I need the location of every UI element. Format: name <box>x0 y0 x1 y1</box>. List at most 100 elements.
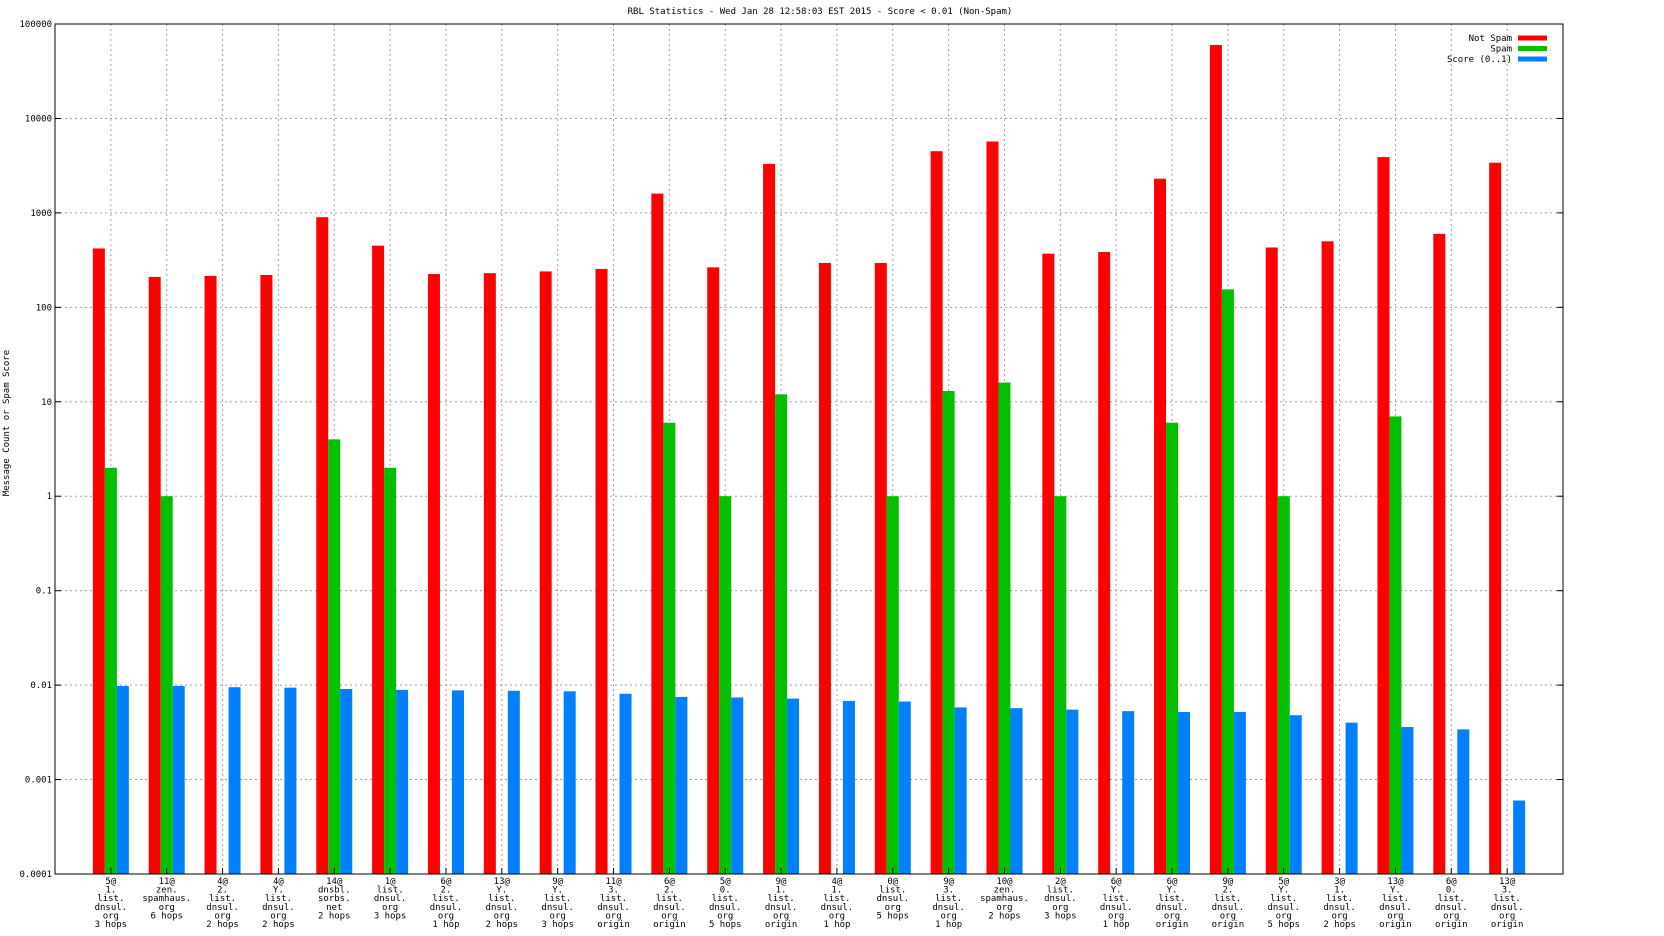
legend-label: Score (0..1) <box>1447 55 1512 65</box>
bar-score-0-1 <box>675 696 688 874</box>
x-tick-label: 9@ 1. list. dnsul. org origin <box>765 877 798 930</box>
bar-score-0-1 <box>619 693 632 874</box>
bar-score-0-1 <box>284 687 297 874</box>
x-tick-label: 6@ Y. list. dnsul. org origin <box>1156 877 1189 930</box>
bar-score-0-1 <box>1345 722 1358 874</box>
y-tick-label: 0.0001 <box>19 870 52 880</box>
bar-score-0-1 <box>172 685 185 874</box>
bar-score-0-1 <box>116 685 129 874</box>
chart-title: RBL Statistics - Wed Jan 28 12:58:03 EST… <box>628 7 1013 17</box>
bar-spam <box>160 496 173 874</box>
bar-not-spam <box>1098 252 1111 875</box>
bar-not-spam <box>763 163 776 875</box>
bar-score-0-1 <box>1457 729 1470 874</box>
bar-not-spam <box>986 141 999 874</box>
x-tick-label: 9@ 3. list. dnsul. org 1 hop <box>932 877 965 930</box>
x-tick-label: 5@ 1. list. dnsul. org 3 hops <box>95 877 128 930</box>
bar-not-spam <box>1042 253 1055 875</box>
grid-lines <box>55 23 1563 875</box>
bar-not-spam <box>1377 157 1390 875</box>
bar-not-spam <box>1489 162 1502 874</box>
bar-not-spam <box>316 217 329 874</box>
bar-not-spam <box>707 267 720 874</box>
bar-not-spam <box>874 262 887 874</box>
bar-spam <box>1389 416 1402 874</box>
bar-spam <box>1054 496 1067 874</box>
y-tick-label: 10000 <box>25 114 52 124</box>
bar-score-0-1 <box>898 701 911 874</box>
y-axis-label: Message Count or Spam Score <box>2 350 12 496</box>
bar-not-spam <box>1209 44 1222 874</box>
plot-frame <box>54 23 1564 875</box>
x-tick-label: 14@ dnsbl. sorbs. net 2 hops <box>318 877 351 921</box>
bar-not-spam <box>818 262 831 874</box>
x-tick-label: 2@ list. dnsul. org 3 hops <box>1044 877 1077 921</box>
x-tick-label: 9@ Y. list. dnsul. org 3 hops <box>541 877 574 930</box>
bar-score-0-1 <box>507 690 520 874</box>
y-tick-label: 1 <box>47 492 52 502</box>
bar-not-spam <box>92 248 105 875</box>
bar-score-0-1 <box>1010 708 1023 874</box>
bar-not-spam <box>260 274 273 874</box>
bar-not-spam <box>1433 233 1446 874</box>
x-tick-label: 4@ 2. list. dnsul. org 2 hops <box>206 877 239 930</box>
bar-group <box>92 44 1526 875</box>
bar-score-0-1 <box>1289 715 1302 874</box>
bar-spam <box>328 439 341 874</box>
x-tick-label: 11@ zen. spamhaus. org 6 hops <box>142 877 191 921</box>
x-tick-label: 6@ 2. list. dnsul. org origin <box>653 877 686 930</box>
x-tick-label: 13@ Y. list. dnsul. org origin <box>1379 877 1412 930</box>
bar-spam <box>719 496 732 874</box>
bar-not-spam <box>148 276 161 875</box>
bar-spam <box>1166 422 1179 874</box>
bar-score-0-1 <box>842 700 855 874</box>
bar-not-spam <box>651 193 664 874</box>
x-tick-label: 6@ 2. list. dnsul. org 1 hop <box>430 877 463 930</box>
bar-score-0-1 <box>1122 711 1135 874</box>
bar-score-0-1 <box>1513 800 1526 874</box>
bar-score-0-1 <box>954 707 967 874</box>
x-tick-label: 5@ 0. list. dnsul. org 5 hops <box>709 877 742 930</box>
x-tick-label: 13@ 3. list. dnsul. org origin <box>1491 877 1524 930</box>
bar-not-spam <box>1265 247 1278 875</box>
bar-score-0-1 <box>451 690 464 874</box>
y-tick-label: 10 <box>41 398 52 408</box>
bar-not-spam <box>539 271 552 874</box>
x-axis-ticks: 5@ 1. list. dnsul. org 3 hops 11@ zen. spamhaus.… <box>95 868 1524 930</box>
x-tick-label: 4@ 1. list. dnsul. org 1 hop <box>821 877 854 930</box>
x-tick-label: 0@ list. dnsul. org 5 hops <box>877 877 910 921</box>
y-tick-label: 100 <box>36 303 52 313</box>
legend-label: Spam <box>1490 45 1512 55</box>
bar-spam <box>775 394 788 874</box>
bar-score-0-1 <box>228 687 241 874</box>
y-tick-label: 100000 <box>19 20 52 30</box>
bar-spam <box>384 467 397 874</box>
bar-score-0-1 <box>1401 727 1414 874</box>
bar-spam <box>1277 496 1290 874</box>
bar-spam <box>1221 289 1234 875</box>
x-tick-label: 10@ zen. spamhaus. org 2 hops <box>980 877 1029 921</box>
bar-spam <box>942 391 955 874</box>
x-tick-label: 6@ Y. list. dnsul. org 1 hop <box>1100 877 1133 930</box>
bar-spam <box>663 422 676 874</box>
y-tick-label: 0.001 <box>25 776 52 786</box>
x-tick-label: 1@ list. dnsul. org 3 hops <box>374 877 407 921</box>
bar-not-spam <box>427 274 440 874</box>
y-axis-ticks: 100000 10000 1000 100 10 1 0.1 0.01 0.001 0.0001 <box>19 20 1563 880</box>
bar-not-spam <box>1321 241 1334 874</box>
bar-score-0-1 <box>340 688 353 874</box>
bar-not-spam <box>372 245 385 874</box>
bar-not-spam <box>204 275 217 874</box>
y-tick-label: 0.1 <box>36 587 52 597</box>
bar-score-0-1 <box>787 698 800 874</box>
bar-not-spam <box>595 268 608 874</box>
legend-swatch <box>1518 56 1547 62</box>
x-tick-label: 6@ 0. list. dnsul. org origin <box>1435 877 1468 930</box>
x-tick-label: 4@ Y. list. dnsul. org 2 hops <box>262 877 295 930</box>
bar-score-0-1 <box>563 691 576 874</box>
y-tick-label: 1000 <box>30 209 52 219</box>
bar-not-spam <box>930 151 943 874</box>
bar-spam <box>886 496 899 874</box>
